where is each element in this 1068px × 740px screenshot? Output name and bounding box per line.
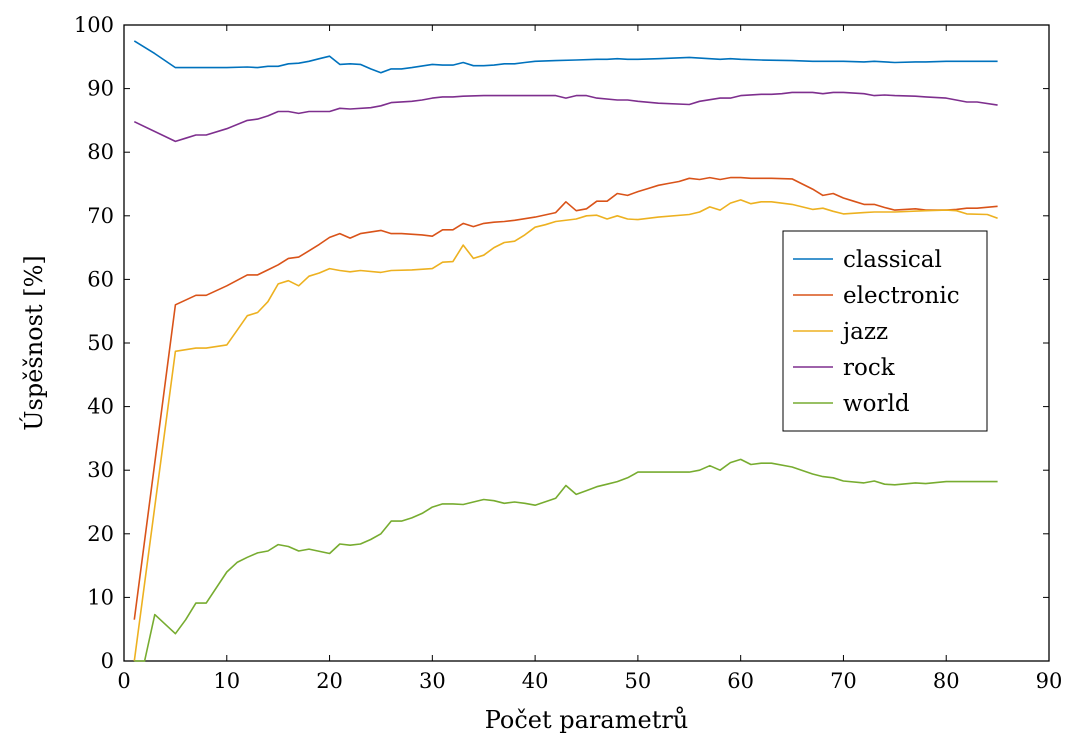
x-axis-label: Počet parametrů xyxy=(485,706,689,734)
legend-label-classical: classical xyxy=(843,247,942,273)
x-tick-label: 70 xyxy=(830,669,857,693)
x-tick-label: 30 xyxy=(419,669,446,693)
series-line-electronic xyxy=(133,176,998,620)
y-tick-label: 0 xyxy=(101,649,114,673)
x-tick-label: 50 xyxy=(625,669,652,693)
y-tick-label: 10 xyxy=(87,585,114,609)
legend-label-rock: rock xyxy=(843,355,896,381)
y-tick-label: 80 xyxy=(87,140,114,164)
x-tick-label: 10 xyxy=(213,669,240,693)
legend-label-jazz: jazz xyxy=(840,319,888,345)
x-tick-label: 20 xyxy=(316,669,343,693)
legend-label-electronic: electronic xyxy=(843,283,960,309)
axis-ticks: 0 10 20 30 40 50 60 70 80 90 0 10 20 30 40 50 60 70 80 90 10… xyxy=(74,13,1062,693)
y-tick-label: 20 xyxy=(87,522,114,546)
y-tick-label: 40 xyxy=(87,395,114,419)
x-tick-label: 80 xyxy=(933,669,960,693)
legend-label-world: world xyxy=(843,391,910,417)
x-tick-label: 90 xyxy=(1036,669,1063,693)
legend: classical electronic jazz rock world xyxy=(782,230,988,432)
y-tick-label: 30 xyxy=(87,458,114,482)
y-tick-label: 70 xyxy=(87,204,114,228)
y-axis-label: Úspěšnost [%] xyxy=(19,255,48,430)
series-lines xyxy=(133,40,998,662)
y-tick-label: 100 xyxy=(74,13,114,37)
series-line-world xyxy=(134,458,998,662)
y-tick-label: 50 xyxy=(87,331,114,355)
series-line-jazz xyxy=(133,199,998,662)
x-tick-label: 0 xyxy=(117,669,130,693)
series-line-classical xyxy=(133,40,998,74)
x-tick-label: 60 xyxy=(727,669,754,693)
y-tick-label: 90 xyxy=(87,77,114,101)
series-line-rock xyxy=(133,91,998,143)
x-tick-label: 40 xyxy=(522,669,549,693)
y-tick-label: 60 xyxy=(87,267,114,291)
